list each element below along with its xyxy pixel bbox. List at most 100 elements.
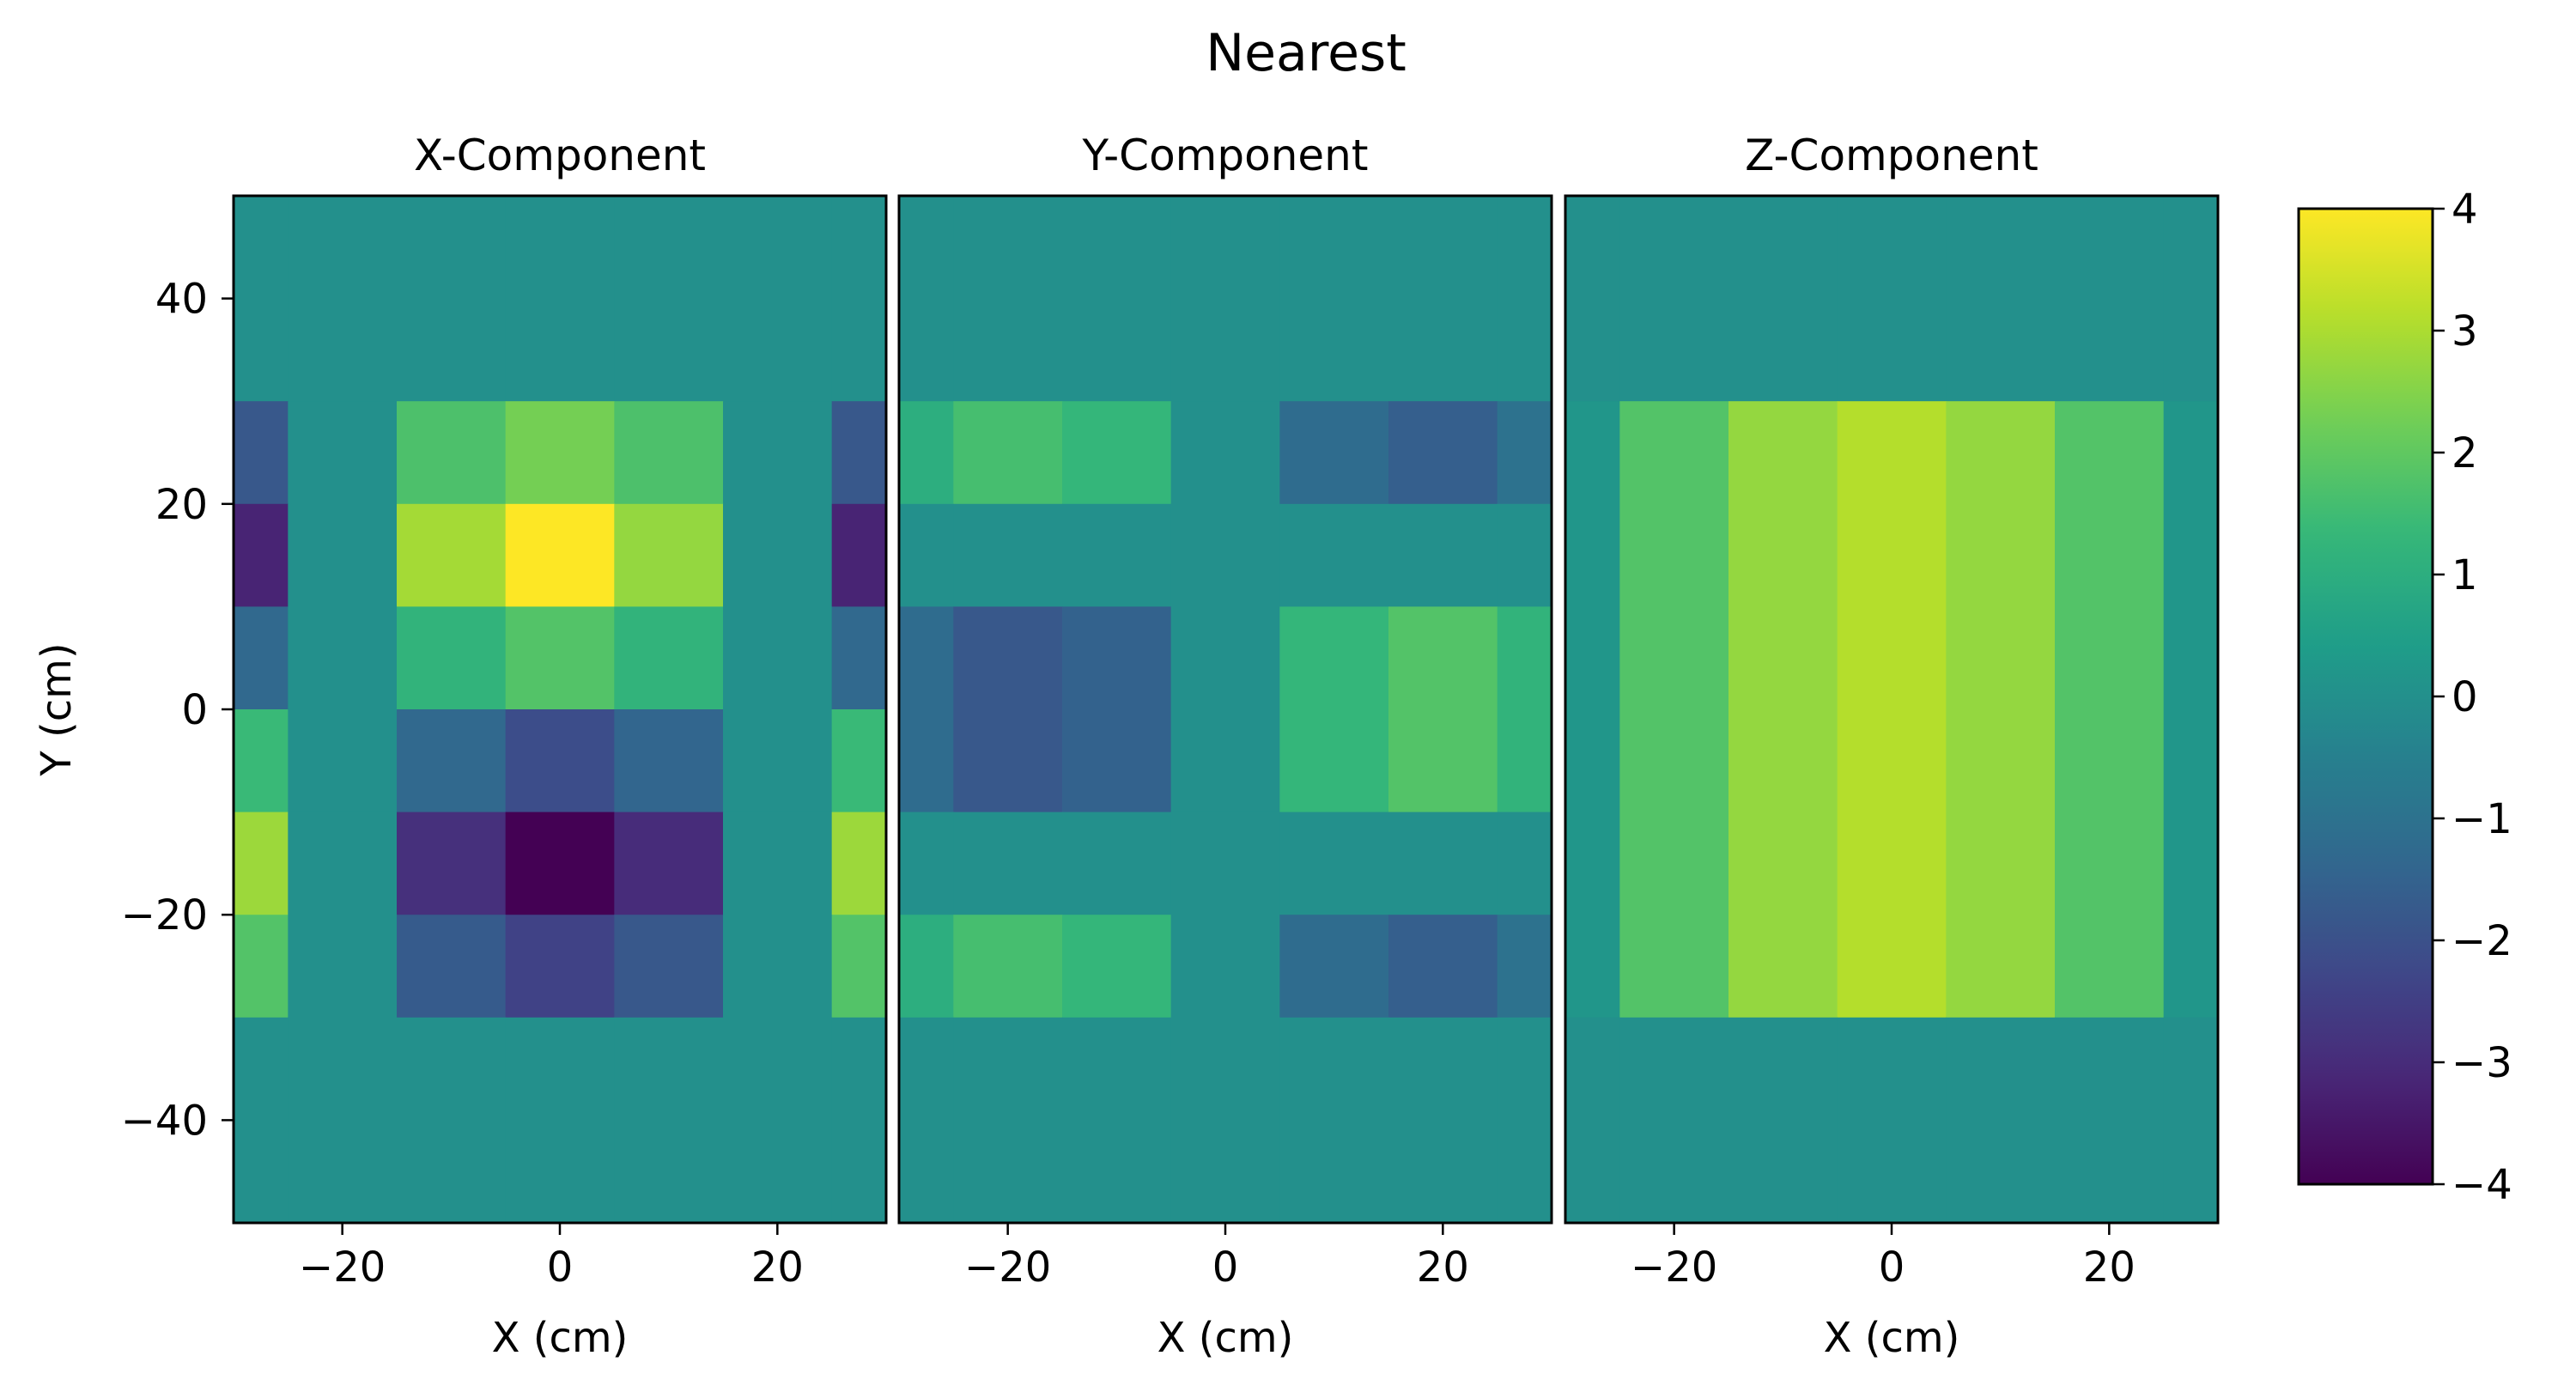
heatmap-cell [234,196,289,402]
heatmap-cell [1388,1017,1498,1224]
heatmap-cell [1170,1017,1280,1224]
heatmap-cell [1388,812,1498,915]
heatmap-cell [505,812,615,915]
heatmap-cell [234,915,289,1018]
heatmap-cell [1497,401,1552,505]
heatmap-cell [723,196,833,402]
heatmap-cell [1565,401,1620,1018]
heatmap-cell [723,606,833,710]
heatmap-cells [899,196,1552,1224]
colorbar-tick-label: 1 [2451,551,2478,599]
heatmap-cell [1837,401,1947,1018]
heatmap-cell [1388,709,1498,813]
heatmap-cell [234,401,289,505]
heatmap-cell [1062,709,1172,813]
heatmap-cell [1062,503,1172,607]
panel-2: Y-Component −20 0 20 X (cm) [897,131,1553,1362]
heatmap-cell [505,606,615,710]
heatmap-cell [1565,196,1620,402]
heatmap-cell [288,503,398,607]
heatmap-cell [1728,401,1838,1018]
heatmap-cell [288,915,398,1018]
heatmap-cell [953,915,1063,1018]
heatmap-cell [2163,196,2219,402]
x-axis-label: X (cm) [1157,1314,1294,1362]
heatmap-cell [288,709,398,813]
heatmap-cell [1279,915,1389,1018]
heatmap-cell [614,812,724,915]
heatmap-cell [288,1017,398,1224]
heatmap-cell [234,1017,289,1224]
x-tick-label: 20 [2083,1243,2136,1292]
x-tick-label: 20 [751,1243,804,1292]
heatmap-cell [953,503,1063,607]
heatmap-cell [1497,812,1552,915]
panel-title: Y-Component [1082,131,1369,180]
heatmap-cell [1497,196,1552,402]
heatmap-cell [505,709,615,813]
heatmap-cell [1388,401,1498,505]
heatmap-cell [614,606,724,710]
heatmap-cell [953,196,1063,402]
y-tick-label: 0 [181,686,208,734]
heatmap-cell [397,1017,507,1224]
heatmap-cell [1497,606,1552,710]
heatmap-cell [1388,196,1498,402]
heatmap-cell [614,196,724,402]
heatmap-cell [1170,196,1280,402]
heatmap-cell [397,606,507,710]
heatmap-cell [1619,1017,1729,1224]
heatmap-cell [397,812,507,915]
heatmap-cell [899,812,954,915]
x-axis-label: X (cm) [492,1314,629,1362]
heatmap-cell [899,1017,954,1224]
heatmap-cells [1565,196,2219,1224]
heatmap-cell [1062,915,1172,1018]
heatmap-cell [288,606,398,710]
y-tick-label: −40 [121,1097,208,1145]
panels: X-Component −20 0 20 X (cm) 40 20 0 −20 −40 Y (cm)… [33,131,2220,1362]
heatmap-cell [1619,196,1729,402]
heatmap-cell [1837,196,1947,402]
heatmap-cell [2055,401,2165,1018]
x-tick-label: 0 [1212,1243,1239,1292]
heatmap-cell [899,503,954,607]
heatmap-cell [1837,1017,1947,1224]
heatmap-cell [1388,606,1498,710]
heatmap-cell [953,709,1063,813]
heatmap-cell [397,196,507,402]
heatmap-cell [2055,196,2165,402]
heatmap-cell [505,401,615,505]
colorbar-tick-label: 2 [2451,429,2478,477]
heatmap-cell [1279,196,1389,402]
heatmap-cell [1170,401,1280,505]
heatmap-cells [234,196,887,1224]
heatmap-cell [953,1017,1063,1224]
heatmap-cell [1062,401,1172,505]
heatmap-cell [831,503,887,607]
y-tick-label: −20 [121,891,208,939]
panel-title: X-Component [414,131,706,180]
colorbar-tick-label: −3 [2451,1039,2512,1087]
heatmap-cell [723,812,833,915]
heatmap-cell [505,1017,615,1224]
heatmap-cell [614,709,724,813]
heatmap-cell [1170,812,1280,915]
x-tick-label: −20 [299,1243,386,1292]
heatmap-cell [1565,1017,1620,1224]
heatmap-cell [397,915,507,1018]
x-tick-label: 0 [1879,1243,1905,1292]
heatmap-cell [953,401,1063,505]
x-tick-label: 20 [1417,1243,1469,1292]
x-tick-label: 0 [547,1243,574,1292]
heatmap-cell [899,915,954,1018]
heatmap-cell [1497,709,1552,813]
heatmap-cell [1388,503,1498,607]
colorbar: −4 −3 −2 −1 0 1 2 3 4 [2297,185,2512,1209]
heatmap-cell [397,709,507,813]
heatmap-cell [831,196,887,402]
heatmap-cell [723,915,833,1018]
colorbar-tick-label: −4 [2451,1161,2512,1209]
heatmap-cell [1279,812,1389,915]
